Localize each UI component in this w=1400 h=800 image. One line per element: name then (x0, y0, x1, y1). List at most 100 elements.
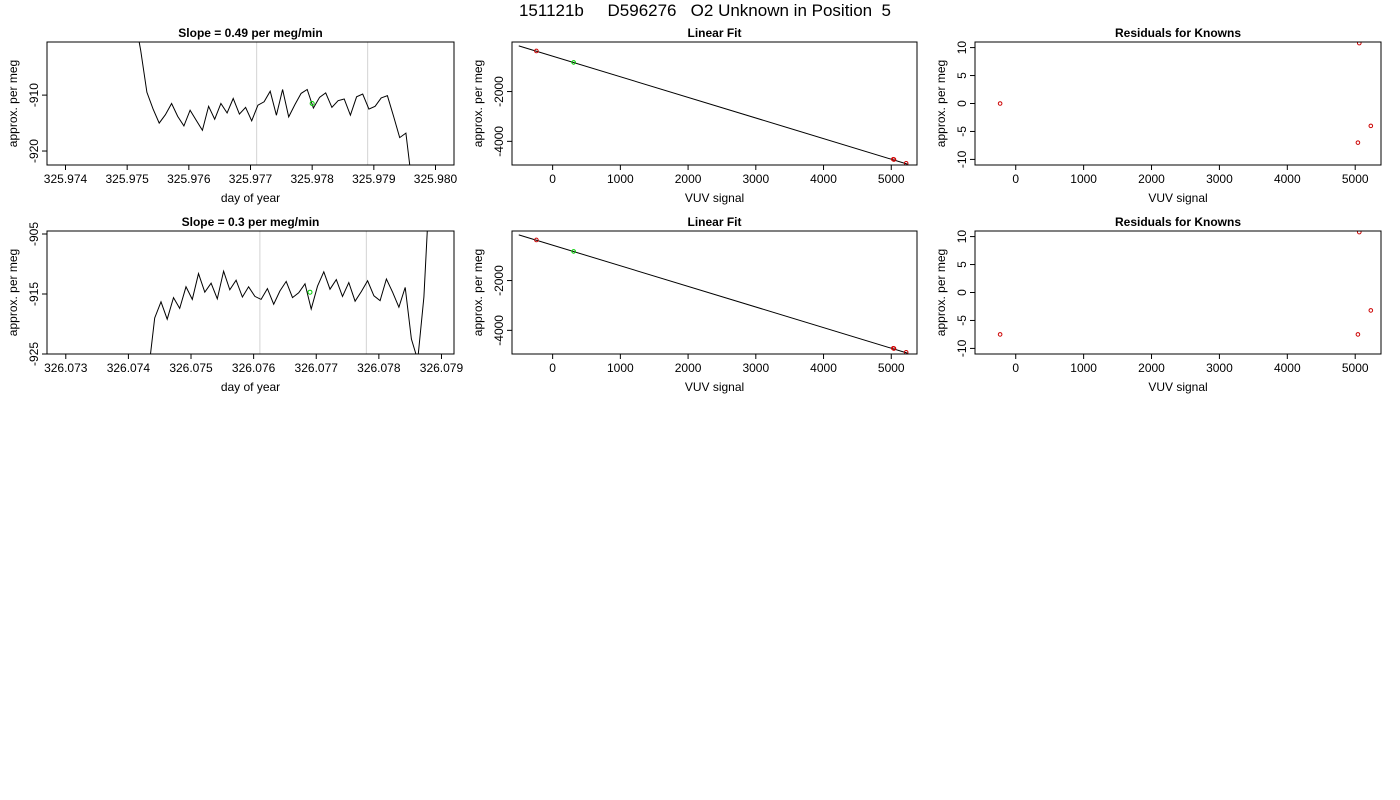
y-tick-label: -5 (955, 126, 969, 137)
known-point (534, 237, 539, 243)
x-tick-label: 0 (549, 172, 556, 186)
chart-title: Linear Fit (687, 26, 741, 40)
residual-point (1356, 42, 1362, 46)
chart-title: Linear Fit (687, 215, 741, 229)
x-axis-label: VUV signal (1148, 191, 1207, 205)
x-tick-label: 0 (1012, 172, 1019, 186)
plot-area (997, 231, 1374, 337)
plot-area (518, 45, 909, 165)
residual-point (997, 332, 1003, 337)
x-axis-label: VUV signal (685, 380, 744, 394)
x-tick-label: 2000 (1138, 361, 1165, 375)
x-axis-label: VUV signal (685, 191, 744, 205)
x-tick-label: 4000 (1274, 361, 1301, 375)
chart-title: Slope = 0.3 per meg/min (182, 215, 320, 229)
x-tick-label: 3000 (1206, 172, 1233, 186)
y-tick-label: -10 (955, 150, 969, 168)
residual-point (1356, 231, 1362, 235)
y-tick-label: -925 (27, 342, 41, 366)
known-point (891, 157, 897, 162)
unknown-marker (307, 289, 313, 295)
y-tick-label: 5 (955, 72, 969, 79)
residual-point (1355, 140, 1361, 145)
chart-panel-5: Linear Fit 0 1000 2000 3000 4000 5000 -4000 -200… (471, 215, 918, 394)
x-tick-label: 5000 (878, 172, 905, 186)
y-tick-label: -2000 (492, 76, 506, 107)
x-tick-label: 5000 (1342, 172, 1369, 186)
x-axis-label: day of year (221, 380, 280, 394)
plot-area (997, 42, 1374, 145)
plot-frame (974, 41, 1382, 166)
x-tick-label: 326.076 (232, 361, 276, 375)
y-tick-label: 0 (955, 289, 969, 296)
x-tick-label: 2000 (675, 172, 702, 186)
plot-frame (974, 230, 1382, 355)
y-axis-label: approx. per meg (934, 249, 948, 336)
unknown-marker (309, 101, 315, 106)
chart-panel-2: Linear Fit 0 1000 2000 3000 4000 5000 -4000 -200… (471, 26, 918, 205)
x-tick-label: 325.974 (44, 172, 88, 186)
x-tick-label: 3000 (1206, 361, 1233, 375)
plot-area (149, 231, 428, 354)
y-tick-label: -910 (27, 83, 41, 107)
x-tick-label: 2000 (675, 361, 702, 375)
fit-line (518, 45, 909, 165)
x-axis-label: day of year (221, 191, 280, 205)
y-axis-label: approx. per meg (934, 60, 948, 147)
residual-point (1368, 308, 1374, 313)
y-tick-label: -10 (955, 339, 969, 357)
x-tick-label: 326.074 (107, 361, 151, 375)
y-tick-label: -4000 (492, 126, 506, 157)
y-axis-label: approx. per meg (6, 249, 20, 336)
unknown-point (571, 249, 576, 254)
x-tick-label: 326.078 (357, 361, 401, 375)
known-point (903, 349, 909, 354)
y-tick-label: 10 (955, 41, 969, 55)
y-tick-label: -2000 (492, 265, 506, 296)
x-tick-label: 0 (549, 361, 556, 375)
chart-panel-1: Slope = 0.49 per meg/min 325.974 325.975 32… (6, 26, 458, 205)
plot-area (138, 42, 411, 165)
plot-frame (511, 230, 918, 355)
y-tick-label: -920 (27, 139, 41, 163)
x-tick-label: 326.077 (295, 361, 339, 375)
x-tick-label: 2000 (1138, 172, 1165, 186)
residual-point (1355, 332, 1361, 337)
chart-title: Slope = 0.49 per meg/min (178, 26, 322, 40)
y-axis-label: approx. per meg (471, 60, 485, 147)
residual-point (997, 101, 1003, 106)
known-point (903, 160, 909, 165)
y-tick-label: -5 (955, 315, 969, 326)
plot-area (518, 234, 909, 354)
x-tick-label: 5000 (878, 361, 905, 375)
chart-title: Residuals for Knowns (1115, 26, 1241, 40)
x-tick-label: 4000 (1274, 172, 1301, 186)
x-tick-label: 326.075 (169, 361, 213, 375)
x-tick-label: 0 (1012, 361, 1019, 375)
x-tick-label: 3000 (742, 172, 769, 186)
y-tick-label: 5 (955, 261, 969, 268)
chart-title: Residuals for Knowns (1115, 215, 1241, 229)
x-tick-label: 4000 (810, 172, 837, 186)
x-tick-label: 325.975 (105, 172, 149, 186)
plot-frame (511, 41, 918, 166)
y-tick-label: -915 (27, 282, 41, 306)
chart-panel-6: Residuals for Knowns 0 1000 2000 3000 4000 500… (934, 215, 1382, 394)
plot-frame (46, 230, 455, 355)
residual-point (1368, 123, 1374, 129)
x-tick-label: 1000 (607, 361, 634, 375)
y-tick-label: -4000 (492, 315, 506, 346)
x-axis-label: VUV signal (1148, 380, 1207, 394)
y-tick-label: -905 (27, 222, 41, 246)
x-tick-label: 326.079 (420, 361, 464, 375)
x-tick-label: 326.073 (44, 361, 88, 375)
y-tick-label: 0 (955, 100, 969, 107)
x-tick-label: 5000 (1342, 361, 1369, 375)
data-line (149, 231, 428, 354)
x-tick-label: 325.977 (229, 172, 273, 186)
x-tick-label: 4000 (810, 361, 837, 375)
plot-frame (46, 41, 455, 166)
unknown-point (571, 60, 576, 65)
figure-title: 151121b D596276 O2 Unknown in Position 5 (518, 1, 892, 20)
x-tick-label: 325.976 (167, 172, 211, 186)
